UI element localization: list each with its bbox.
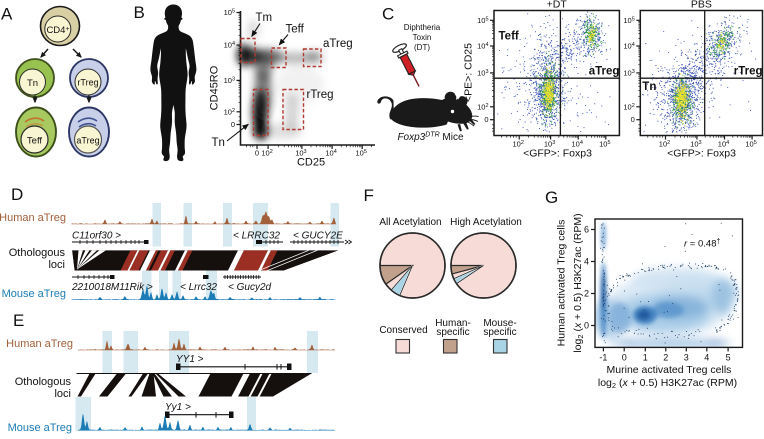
svg-text:104: 104 bbox=[477, 42, 488, 51]
svg-text:Teff: Teff bbox=[499, 31, 519, 43]
svg-text:CD45RO: CD45RO bbox=[209, 65, 221, 110]
svg-text:Mouse aTreg: Mouse aTreg bbox=[8, 422, 72, 434]
svg-text:loci: loci bbox=[48, 259, 65, 271]
svg-text:0: 0 bbox=[255, 149, 259, 158]
svg-text:<GFP>: Foxp3: <GFP>: Foxp3 bbox=[667, 148, 736, 160]
svg-text:102: 102 bbox=[224, 107, 235, 116]
svg-text:C: C bbox=[382, 5, 394, 24]
svg-text:103: 103 bbox=[623, 68, 634, 77]
svg-text:0: 0 bbox=[231, 120, 235, 129]
svg-text:0: 0 bbox=[631, 115, 635, 124]
svg-text:105: 105 bbox=[477, 16, 488, 25]
svg-text:+DT: +DT bbox=[547, 0, 568, 11]
svg-text:rTreg: rTreg bbox=[734, 66, 763, 78]
svg-text:< Lrrc32: < Lrrc32 bbox=[180, 282, 217, 293]
svg-text:CD4+: CD4+ bbox=[46, 25, 69, 36]
svg-text:4: 4 bbox=[584, 257, 589, 267]
svg-text:< LRRC32: < LRRC32 bbox=[233, 231, 280, 242]
svg-text:105: 105 bbox=[224, 8, 235, 17]
svg-text:Mouse aTreg: Mouse aTreg bbox=[2, 288, 66, 300]
svg-text:105: 105 bbox=[599, 140, 610, 149]
svg-text:High Acetylation: High Acetylation bbox=[450, 217, 522, 228]
svg-text:3: 3 bbox=[684, 352, 689, 362]
svg-text:102: 102 bbox=[477, 102, 488, 111]
svg-text:105: 105 bbox=[623, 16, 634, 25]
svg-text:Othologous: Othologous bbox=[9, 247, 66, 259]
svg-text:4: 4 bbox=[704, 352, 709, 362]
svg-text:6: 6 bbox=[584, 225, 589, 235]
svg-text:2: 2 bbox=[663, 352, 668, 362]
svg-text:2210018M11Rik >: 2210018M11Rik > bbox=[71, 282, 153, 293]
svg-text:E: E bbox=[13, 311, 24, 330]
svg-text:Teff: Teff bbox=[286, 24, 305, 36]
svg-text:104: 104 bbox=[571, 140, 582, 149]
svg-text:104: 104 bbox=[623, 42, 634, 51]
svg-text:CD25: CD25 bbox=[297, 157, 325, 169]
svg-text:103: 103 bbox=[544, 140, 555, 149]
svg-text:aTreg: aTreg bbox=[589, 66, 620, 78]
svg-text:specific: specific bbox=[483, 327, 516, 338]
svg-text:-1: -1 bbox=[599, 352, 607, 362]
svg-text:rTreg: rTreg bbox=[77, 78, 98, 88]
svg-text:<GFP>: Foxp3: <GFP>: Foxp3 bbox=[523, 148, 592, 160]
svg-text:103: 103 bbox=[295, 149, 306, 158]
svg-text:Human-: Human- bbox=[435, 318, 471, 329]
svg-text:103: 103 bbox=[224, 76, 235, 85]
svg-text:Foxp3DTR Mice: Foxp3DTR Mice bbox=[397, 132, 464, 144]
svg-text:0: 0 bbox=[622, 352, 627, 362]
svg-text:< Gucy2d: < Gucy2d bbox=[228, 282, 272, 293]
svg-text:F: F bbox=[364, 186, 374, 205]
svg-text:PBS: PBS bbox=[691, 0, 712, 11]
svg-text:2: 2 bbox=[584, 289, 589, 299]
svg-text:Murine activated Treg cells: Murine activated Treg cells bbox=[607, 364, 732, 376]
svg-text:(DT): (DT) bbox=[414, 43, 430, 52]
svg-text:r = 0.48†: r = 0.48† bbox=[684, 239, 721, 250]
svg-text:Tm: Tm bbox=[256, 12, 273, 24]
svg-text:C11orf30 >: C11orf30 > bbox=[72, 231, 121, 242]
svg-text:Diphtheria: Diphtheria bbox=[404, 23, 441, 32]
svg-text:Yy1 >: Yy1 > bbox=[165, 402, 191, 413]
svg-text:102: 102 bbox=[623, 102, 634, 111]
svg-text:105: 105 bbox=[355, 149, 366, 158]
svg-text:104: 104 bbox=[224, 41, 235, 50]
svg-text:Teff: Teff bbox=[27, 136, 43, 147]
svg-text:Tn: Tn bbox=[27, 78, 38, 89]
svg-text:G: G bbox=[545, 188, 558, 207]
svg-text:0: 0 bbox=[484, 115, 488, 124]
svg-text:Tn: Tn bbox=[642, 81, 656, 93]
svg-text:102: 102 bbox=[659, 140, 670, 149]
svg-text:loci: loci bbox=[54, 388, 71, 400]
svg-text:102: 102 bbox=[261, 149, 272, 158]
svg-text:specific: specific bbox=[436, 327, 469, 338]
svg-text:aTreg: aTreg bbox=[76, 136, 99, 146]
svg-text:Tn: Tn bbox=[212, 137, 225, 149]
svg-text:104: 104 bbox=[325, 149, 336, 158]
svg-text:< GUCY2E: < GUCY2E bbox=[293, 231, 343, 242]
svg-text:Mouse-: Mouse- bbox=[483, 318, 516, 329]
svg-text:D: D bbox=[11, 185, 23, 204]
svg-text:Human aTreg: Human aTreg bbox=[0, 212, 66, 224]
svg-text:0: 0 bbox=[584, 321, 589, 331]
svg-text:Othologous: Othologous bbox=[15, 376, 72, 388]
svg-text:A: A bbox=[1, 5, 13, 24]
svg-text:5: 5 bbox=[726, 352, 731, 362]
svg-text:All Acetylation: All Acetylation bbox=[379, 217, 441, 228]
svg-text:105: 105 bbox=[745, 140, 756, 149]
svg-text:YY1 >: YY1 > bbox=[176, 354, 204, 365]
svg-text:aTreg: aTreg bbox=[323, 38, 353, 50]
svg-text:B: B bbox=[134, 3, 145, 22]
svg-text:Conserved: Conserved bbox=[379, 325, 427, 336]
svg-text:103: 103 bbox=[690, 140, 701, 149]
svg-text:rTreg: rTreg bbox=[307, 89, 334, 101]
svg-text:102: 102 bbox=[512, 140, 523, 149]
svg-text:Toxin: Toxin bbox=[413, 33, 432, 42]
svg-text:Human activated Treg cells: Human activated Treg cells bbox=[556, 220, 568, 347]
svg-text:log2 (x + 0.5) H3K27ac (RPM): log2 (x + 0.5) H3K27ac (RPM) bbox=[598, 377, 737, 390]
svg-text:103: 103 bbox=[477, 68, 488, 77]
svg-text:1: 1 bbox=[643, 352, 648, 362]
svg-text:log2 (x + 0.5) H3K27ac (RPM): log2 (x + 0.5) H3K27ac (RPM) bbox=[572, 213, 585, 352]
svg-text:<PE>: CD25: <PE>: CD25 bbox=[463, 43, 475, 102]
svg-text:104: 104 bbox=[718, 140, 729, 149]
svg-text:Human aTreg: Human aTreg bbox=[6, 338, 73, 350]
